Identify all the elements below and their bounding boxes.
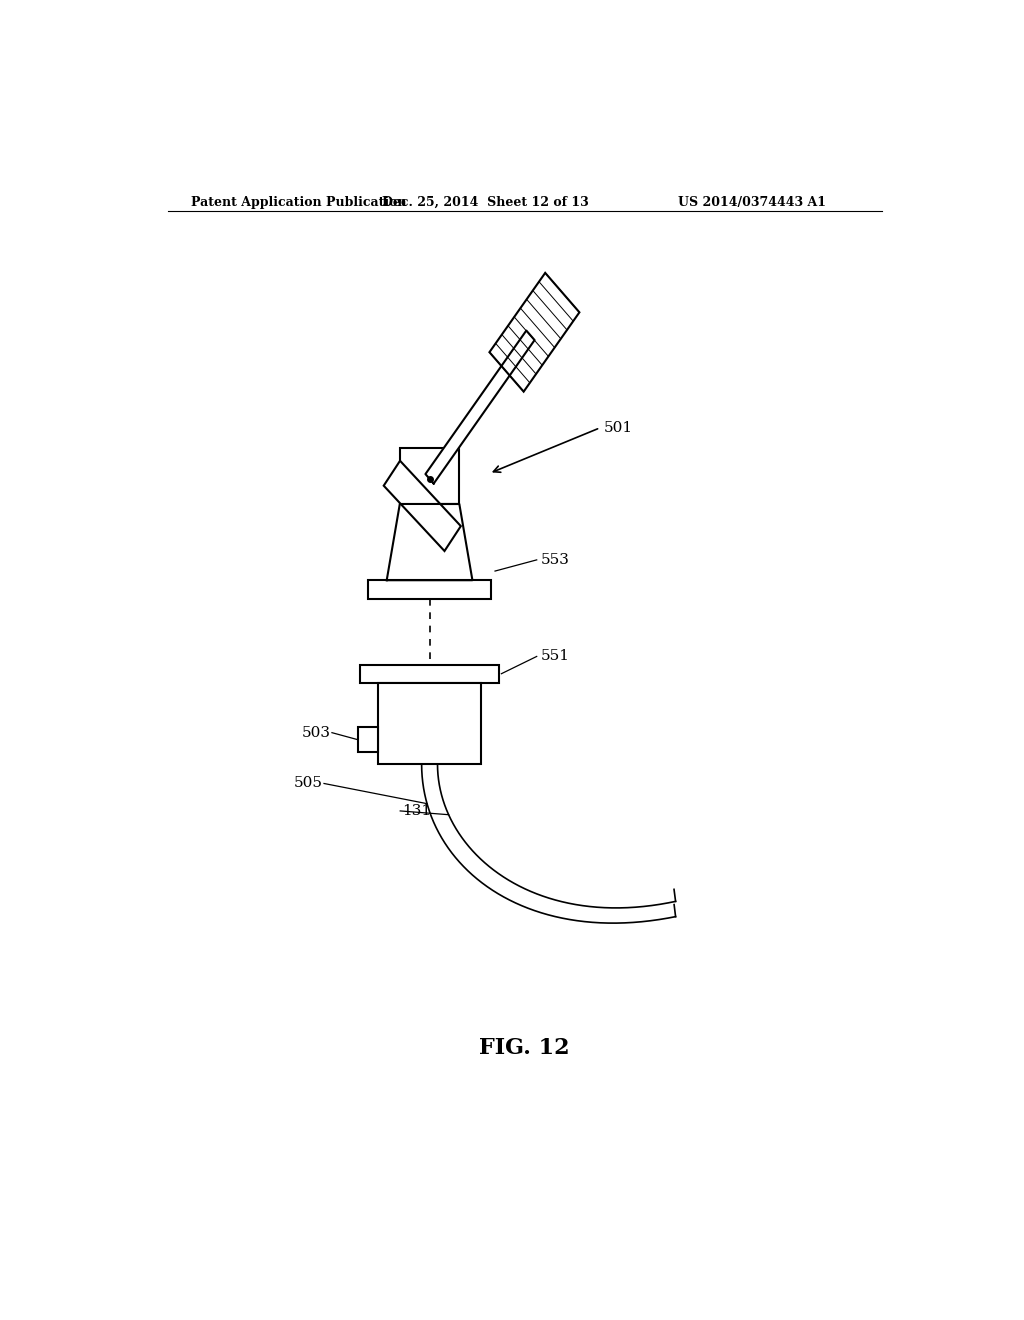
Bar xyxy=(368,581,492,598)
Text: Dec. 25, 2014  Sheet 12 of 13: Dec. 25, 2014 Sheet 12 of 13 xyxy=(382,195,589,209)
Bar xyxy=(358,727,378,752)
Text: 551: 551 xyxy=(541,649,569,664)
Text: US 2014/0374443 A1: US 2014/0374443 A1 xyxy=(678,195,826,209)
Polygon shape xyxy=(489,273,580,392)
Bar xyxy=(378,682,481,764)
Text: 501: 501 xyxy=(604,421,633,434)
Polygon shape xyxy=(387,504,472,581)
Text: FIG. 12: FIG. 12 xyxy=(479,1036,570,1059)
Text: 131: 131 xyxy=(401,804,431,818)
Bar xyxy=(360,664,499,682)
Text: 553: 553 xyxy=(541,553,569,566)
Polygon shape xyxy=(384,461,461,550)
Text: 503: 503 xyxy=(301,726,331,739)
Text: 505: 505 xyxy=(294,776,323,791)
Polygon shape xyxy=(425,330,535,483)
Bar xyxy=(399,447,460,504)
Text: Patent Application Publication: Patent Application Publication xyxy=(191,195,407,209)
